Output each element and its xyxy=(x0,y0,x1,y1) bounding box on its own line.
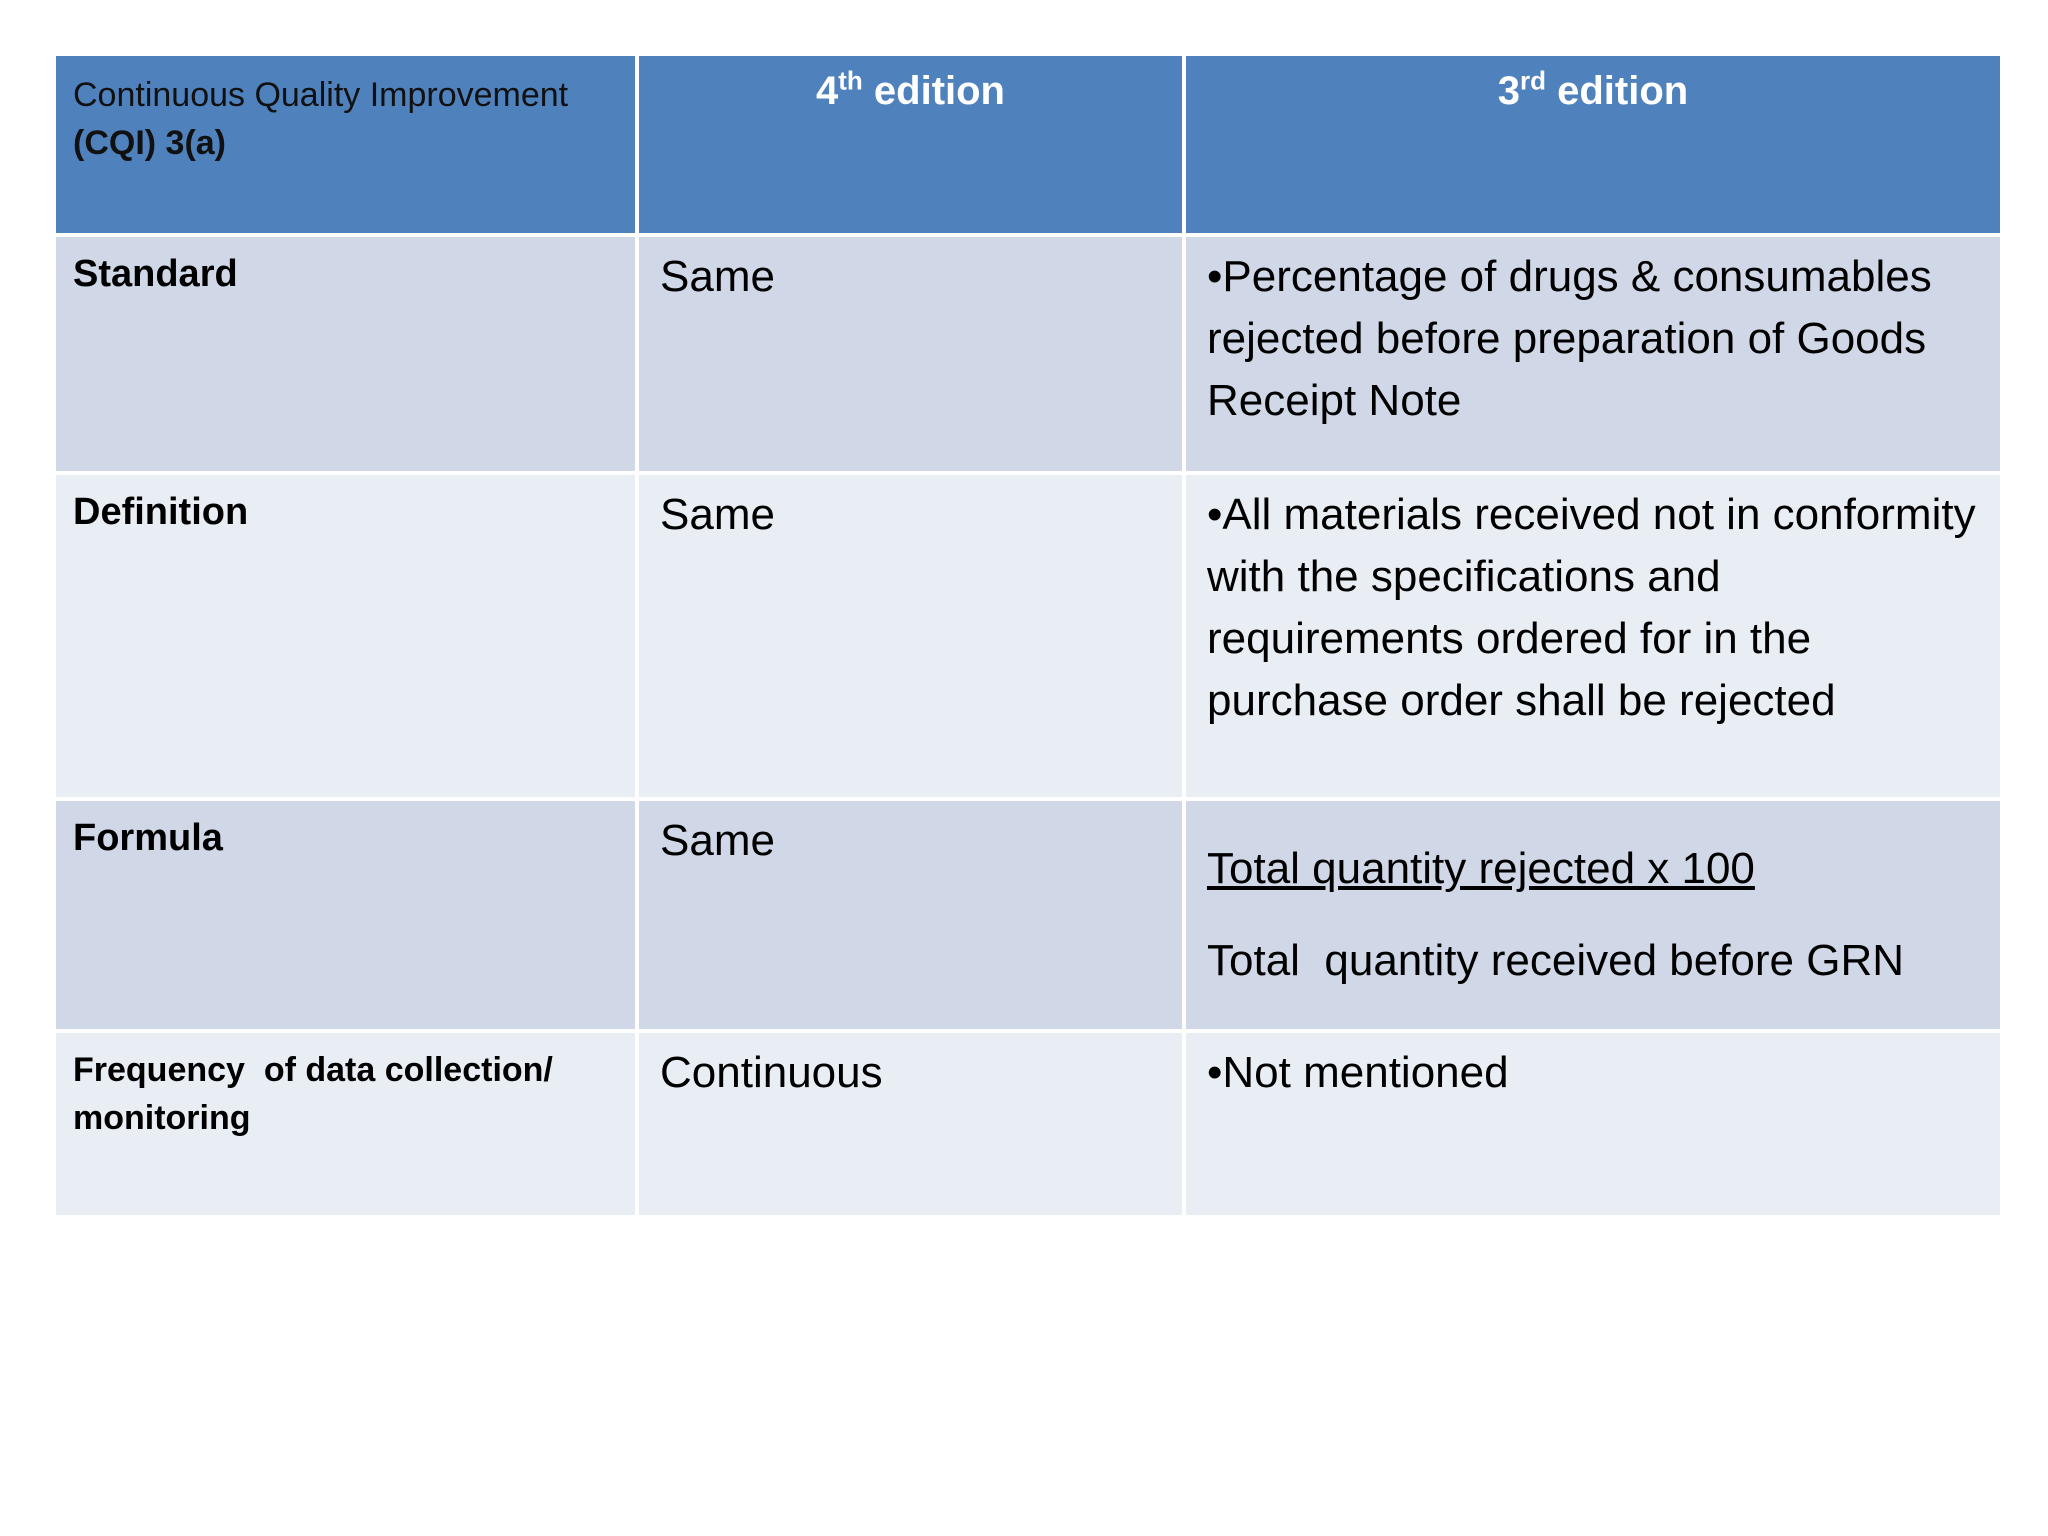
edition-number: 4 xyxy=(815,69,839,113)
definition-3rd-value: •All materials received not in conformit… xyxy=(1207,490,1976,725)
third-edition-cell: Total quantity rejected x 100 Total quan… xyxy=(1182,797,2004,1033)
frequency-4th-value: Continuous xyxy=(660,1048,883,1097)
definition-4th-value: Same xyxy=(660,490,775,539)
row-label-standard: Standard xyxy=(73,253,238,295)
header-cell-4th-edition: 4th edition xyxy=(635,52,1186,237)
fourth-edition-cell: Same xyxy=(635,471,1186,801)
standard-3rd-value: •Percentage of drugs & consumables rejec… xyxy=(1207,252,1932,425)
row-label-definition: Definition xyxy=(73,491,249,533)
header-cell-3rd-edition: 3rd edition xyxy=(1182,52,2004,237)
table-row-frequency: Frequency of data collection/ monitoring… xyxy=(52,1029,2004,1219)
table-row-formula: Formula Same Total quantity rejected x 1… xyxy=(52,797,2004,1033)
table-row-definition: Definition Same •All materials received … xyxy=(52,471,2004,801)
row-label-frequency: Frequency of data collection/ monitoring xyxy=(57,1034,634,1142)
row-label-frequency-line2: monitoring xyxy=(73,1099,251,1137)
cqi-title-line1: Continuous Quality Improvement xyxy=(73,76,569,114)
fourth-edition-cell: Same xyxy=(635,233,1186,475)
edition-ordinal-suffix: th xyxy=(838,65,863,96)
edition-word: edition xyxy=(862,69,1005,113)
row-label-cell: Frequency of data collection/ monitoring xyxy=(52,1029,639,1219)
row-label-frequency-line1: Frequency of data collection/ xyxy=(73,1051,553,1089)
comparison-table: Continuous Quality Improvement (CQI) 3(a… xyxy=(52,52,2004,1219)
formula-denominator: Total quantity received before GRN xyxy=(1207,936,1905,985)
edition-ordinal-suffix: rd xyxy=(1520,65,1547,96)
formula-numerator: Total quantity rejected x 100 xyxy=(1207,844,1755,893)
column-header-4th-edition: 4th edition xyxy=(640,57,1181,114)
table-row-standard: Standard Same •Percentage of drugs & con… xyxy=(52,233,2004,475)
edition-word: edition xyxy=(1546,69,1689,113)
cqi-title-line2: (CQI) 3(a) xyxy=(73,124,226,162)
header-cell-cqi: Continuous Quality Improvement (CQI) 3(a… xyxy=(52,52,639,237)
frequency-3rd-value: •Not mentioned xyxy=(1207,1048,1509,1097)
formula-4th-value: Same xyxy=(660,816,775,865)
fourth-edition-cell: Continuous xyxy=(635,1029,1186,1219)
third-edition-cell: •Not mentioned xyxy=(1182,1029,2004,1219)
row-label-cell: Standard xyxy=(52,233,639,475)
edition-number: 3 xyxy=(1497,69,1521,113)
formula-3rd-value: Total quantity rejected x 100 Total quan… xyxy=(1187,802,1999,992)
third-edition-cell: •All materials received not in conformit… xyxy=(1182,471,2004,801)
header-row: Continuous Quality Improvement (CQI) 3(a… xyxy=(52,52,2004,237)
fourth-edition-cell: Same xyxy=(635,797,1186,1033)
column-header-3rd-edition: 3rd edition xyxy=(1187,57,1999,114)
third-edition-cell: •Percentage of drugs & consumables rejec… xyxy=(1182,233,2004,475)
row-label-formula: Formula xyxy=(73,817,223,859)
row-label-cell: Definition xyxy=(52,471,639,801)
standard-4th-value: Same xyxy=(660,252,775,301)
row-label-cell: Formula xyxy=(52,797,639,1033)
